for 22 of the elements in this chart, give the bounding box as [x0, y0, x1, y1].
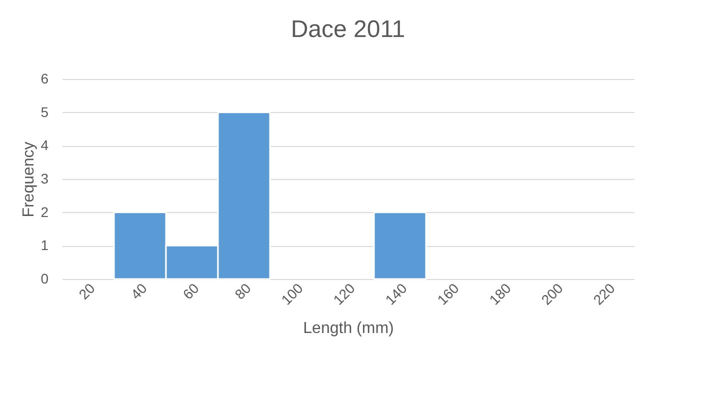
- x-tick-label: 160: [434, 280, 462, 308]
- x-tick-label: 140: [382, 280, 410, 308]
- x-axis-title: Length (mm): [303, 320, 394, 337]
- bar: [373, 212, 427, 280]
- y-tick-label: 5: [40, 104, 49, 120]
- y-tick-label: 3: [40, 170, 49, 186]
- x-tick-label: 180: [486, 280, 514, 308]
- y-tick-label: 4: [40, 137, 49, 154]
- y-tick-label: 1: [40, 237, 49, 254]
- x-tick-label: 120: [330, 280, 358, 308]
- x-tick-label: 200: [538, 280, 566, 308]
- x-tick-label: 100: [278, 280, 306, 308]
- x-tick-label: 20: [76, 280, 98, 302]
- x-tick-label: 220: [590, 280, 618, 308]
- x-tick-label: 40: [128, 280, 150, 302]
- y-tick-label: 6: [40, 70, 49, 86]
- x-tick-label: 60: [180, 280, 202, 302]
- y-axis-title: Frequency: [20, 142, 38, 218]
- x-tick-label: 80: [232, 280, 254, 302]
- chart-title: Dace 2011: [290, 16, 406, 43]
- y-tick-label: 0: [40, 270, 49, 286]
- y-tick-label: 2: [40, 204, 49, 220]
